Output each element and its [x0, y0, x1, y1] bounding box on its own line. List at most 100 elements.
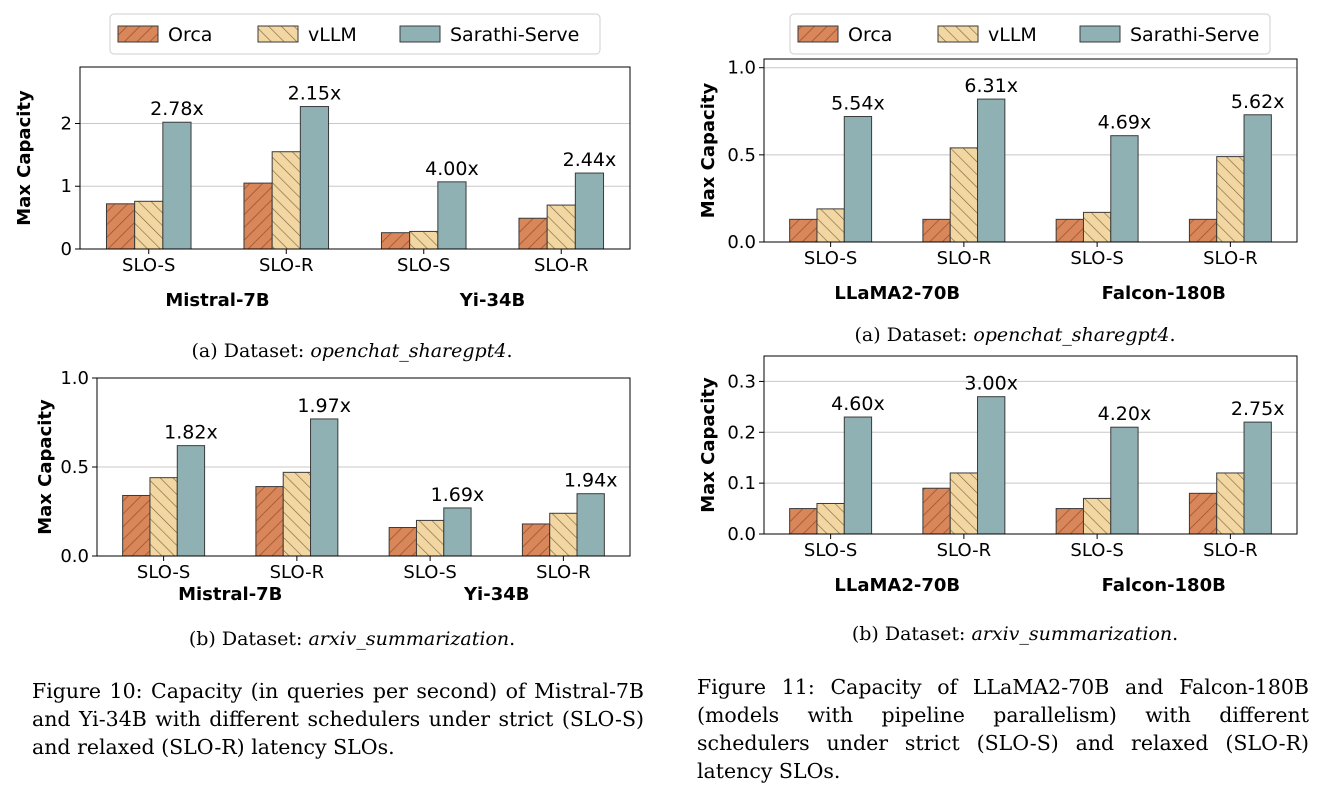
bar-sarathi: [843, 416, 873, 535]
bar-sarathi: [576, 493, 605, 557]
x-tick-label: SLO-S: [1070, 540, 1123, 561]
group-label: LLaMA2-70B: [834, 575, 960, 596]
x-tick-label: SLO-S: [403, 562, 456, 583]
legend-swatch-orca: [797, 25, 839, 43]
fig10a-chart: 0 1 2 2.78x SLO-S 2.15x SLO-R 4.00x SLO-S 2.44x SL…: [14, 66, 631, 311]
y-axis-label: Max Capacity: [35, 399, 56, 535]
subcaption: (b) Dataset: arxiv_summarization.: [189, 628, 515, 650]
bar-vllm: [134, 200, 164, 250]
bar-sarathi: [1110, 135, 1139, 243]
speedup-label: 6.31x: [964, 75, 1018, 97]
speedup-label: 5.62x: [1231, 91, 1285, 113]
y-tick-label: 0.2: [727, 422, 756, 443]
bar-vllm: [271, 151, 301, 250]
x-tick-label: SLO-R: [937, 248, 991, 269]
bar-vllm: [1082, 497, 1112, 535]
y-tick-label: 0.0: [60, 546, 89, 567]
plot-frame: [96, 377, 631, 557]
fig10b-chart: 0.0 0.5 1.0 1.82x SLO-S 1.97x SLO-R 1.69x SLO-S 1…: [35, 368, 631, 605]
subcaption: (b) Dataset: arxiv_summarization.: [852, 623, 1178, 645]
speedup-label: 4.60x: [831, 393, 885, 415]
bar-sarathi: [162, 121, 192, 250]
bar-sarathi: [977, 396, 1006, 535]
bar-vllm: [1082, 211, 1112, 243]
bar-vllm: [409, 230, 439, 250]
legend-label: vLLM: [308, 24, 357, 46]
plot-frame: [763, 355, 1298, 535]
speedup-label: 5.54x: [831, 93, 885, 115]
legend-swatch-orca: [117, 25, 159, 43]
bar-sarathi: [574, 172, 605, 250]
y-tick-label: 0.5: [727, 145, 756, 166]
speedup-label: 4.00x: [425, 158, 479, 180]
bar-vllm: [415, 519, 445, 557]
bar-sarathi: [176, 445, 206, 557]
bar-orca: [1188, 492, 1218, 535]
bar-orca: [105, 203, 136, 250]
bar-orca: [789, 508, 818, 535]
bar-vllm: [816, 502, 845, 535]
y-tick-label: 0.0: [727, 524, 756, 545]
fig11b-chart: 0.0 0.1 0.2 0.3 4.60x SLO-S 3.00x SLO-R 4.20x SLO…: [698, 355, 1298, 596]
bar-orca: [521, 523, 551, 557]
fig11a-chart: 0.0 0.5 1.0 5.54x SLO-S 6.31x SLO-R 4.69x SLO-S 5…: [698, 58, 1298, 304]
bar-vllm: [1216, 156, 1245, 243]
bar-orca: [388, 527, 417, 557]
y-tick-label: 0: [61, 239, 72, 260]
bar-sarathi: [977, 98, 1006, 243]
bar-orca: [789, 218, 818, 243]
group-label: Yi-34B: [459, 290, 525, 311]
x-tick-label: SLO-R: [536, 562, 590, 583]
legend-label: Sarathi-Serve: [450, 24, 579, 46]
figure-11-caption: Figure 11: Capacity of LLaMA2-70B and Fa…: [697, 675, 1309, 783]
speedup-label: 3.00x: [964, 373, 1018, 395]
bar-vllm: [149, 477, 178, 557]
x-tick-label: SLO-S: [1070, 248, 1123, 269]
y-axis-label: Max Capacity: [698, 82, 719, 218]
x-tick-label: SLO-S: [137, 562, 190, 583]
x-tick-label: SLO-R: [1203, 540, 1257, 561]
y-tick-label: 0.0: [727, 232, 756, 253]
bar-sarathi: [310, 418, 339, 557]
bar-orca: [1055, 218, 1084, 243]
group-label: Falcon-180B: [1102, 283, 1226, 304]
bar-sarathi: [443, 507, 472, 557]
group-label: Yi-34B: [463, 584, 529, 605]
speedup-label: 1.82x: [164, 422, 218, 444]
y-tick-label: 2: [61, 113, 72, 134]
bar-vllm: [546, 204, 576, 250]
x-tick-label: SLO-R: [270, 562, 324, 583]
legend-label: vLLM: [988, 24, 1037, 46]
speedup-label: 2.75x: [1231, 398, 1285, 420]
legend-label: Orca: [168, 24, 212, 46]
bar-sarathi: [1243, 421, 1272, 535]
bar-sarathi: [437, 181, 467, 250]
x-tick-label: SLO-S: [122, 255, 175, 276]
x-tick-label: SLO-R: [534, 255, 588, 276]
bar-orca: [1055, 508, 1084, 535]
bar-vllm: [949, 147, 979, 243]
speedup-label: 2.78x: [150, 98, 204, 120]
legend: Orca vLLM Sarathi-Serve: [789, 13, 1271, 55]
speedup-label: 1.97x: [297, 395, 351, 417]
y-axis-label: Max Capacity: [14, 90, 35, 226]
bar-vllm: [816, 208, 845, 243]
y-tick-label: 0.1: [727, 473, 756, 494]
speedup-label: 1.69x: [431, 484, 485, 506]
x-tick-label: SLO-S: [397, 255, 450, 276]
bar-vllm: [282, 471, 312, 557]
bar-vllm: [1216, 472, 1245, 535]
legend-swatch-vllm: [257, 25, 299, 43]
legend-item-sarathi: Sarathi-Serve: [399, 24, 579, 46]
y-tick-label: 1.0: [727, 58, 756, 79]
speedup-label: 2.15x: [288, 83, 342, 105]
bar-sarathi: [1243, 114, 1272, 243]
legend-swatch-sarathi: [1079, 25, 1121, 43]
bar-sarathi: [1110, 426, 1139, 535]
bar-orca: [922, 218, 951, 243]
y-axis-label: Max Capacity: [698, 377, 719, 513]
y-tick-label: 1: [61, 176, 72, 197]
bar-orca: [380, 232, 411, 250]
x-tick-label: SLO-S: [804, 540, 857, 561]
